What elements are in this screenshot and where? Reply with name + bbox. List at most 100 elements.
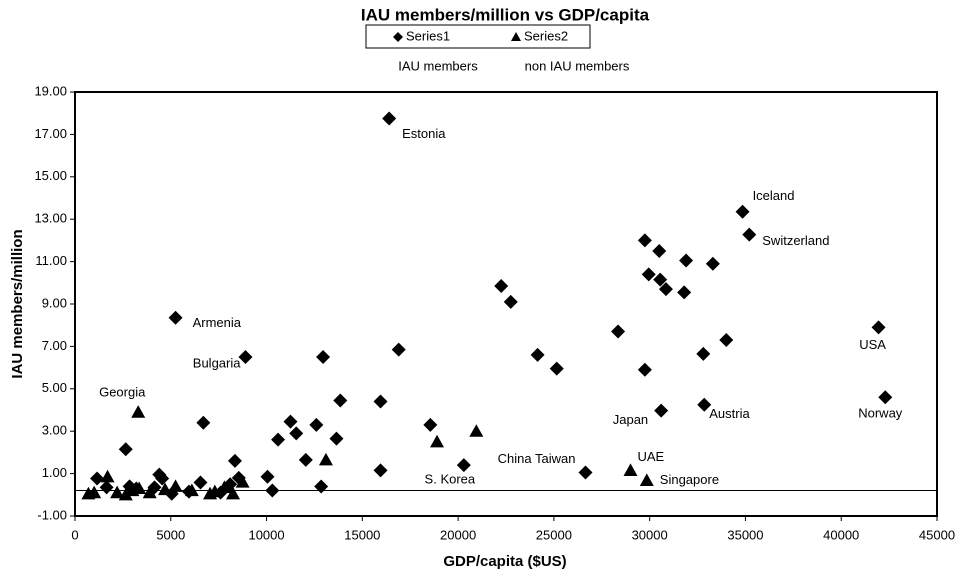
data-point	[578, 465, 593, 480]
data-point	[316, 350, 331, 364]
data-point	[118, 442, 133, 457]
data-point	[430, 434, 445, 448]
data-point	[679, 253, 694, 268]
legend-label: Series1	[406, 28, 450, 43]
y-tick-label: 15.00	[34, 168, 67, 183]
data-point	[696, 346, 711, 361]
data-point	[168, 310, 183, 325]
point-label: Austria	[709, 406, 750, 421]
y-tick-label: -1.00	[37, 507, 67, 522]
point-label: S. Korea	[425, 472, 476, 487]
y-tick-label: 3.00	[42, 423, 67, 438]
point-label: Switzerland	[762, 233, 829, 248]
point-label: USA	[859, 337, 886, 352]
data-point	[503, 294, 518, 309]
legend-note: non IAU members	[525, 58, 630, 73]
point-label: Norway	[858, 406, 903, 421]
point-label: China Taiwan	[498, 451, 576, 466]
data-point	[184, 483, 199, 497]
data-point	[639, 473, 654, 486]
data-point	[373, 463, 388, 478]
data-point	[637, 362, 652, 377]
data-point	[318, 452, 333, 466]
y-tick-label: 11.00	[35, 253, 67, 268]
y-tick-label: 17.00	[34, 126, 67, 141]
data-point	[705, 256, 720, 271]
data-point	[309, 417, 324, 432]
y-tick-label: 7.00	[42, 338, 67, 353]
data-point	[653, 272, 668, 287]
data-point	[100, 469, 115, 483]
data-point	[260, 469, 275, 484]
point-label: Iceland	[753, 188, 795, 203]
legend-marker	[511, 32, 521, 41]
legend-label: Series2	[524, 28, 568, 43]
point-label: Japan	[613, 412, 648, 427]
data-point	[168, 479, 183, 492]
legend-box	[365, 24, 591, 49]
point-label: Bulgaria	[193, 355, 241, 370]
data-point	[289, 426, 304, 441]
data-point	[658, 282, 673, 297]
data-point	[196, 415, 211, 430]
point-label: Armenia	[193, 315, 242, 330]
y-axis-label: IAU members/million	[9, 229, 26, 378]
data-point	[373, 394, 388, 409]
data-point	[423, 417, 438, 432]
data-point	[391, 342, 406, 357]
x-tick-label: 25000	[536, 527, 572, 542]
data-point	[654, 403, 669, 418]
data-point	[235, 475, 250, 488]
data-point	[329, 431, 344, 446]
data-point	[87, 485, 102, 499]
data-point	[99, 480, 114, 495]
data-point	[90, 471, 105, 486]
data-point	[878, 390, 893, 405]
data-point	[271, 432, 286, 447]
data-point	[623, 463, 638, 477]
data-point	[158, 482, 173, 496]
point-label: Singapore	[660, 472, 719, 487]
data-point	[333, 393, 348, 408]
data-point	[227, 453, 242, 468]
x-tick-label: 0	[71, 527, 78, 542]
data-point	[611, 324, 626, 339]
data-point	[719, 333, 734, 348]
data-point	[314, 479, 329, 494]
x-tick-label: 30000	[632, 527, 668, 542]
x-tick-label: 5000	[156, 527, 185, 542]
data-point	[118, 487, 133, 501]
data-point	[217, 480, 232, 493]
point-label: UAE	[638, 449, 665, 464]
y-tick-label: 9.00	[42, 295, 67, 310]
y-tick-label: 13.00	[34, 211, 67, 226]
point-label: Georgia	[99, 385, 146, 400]
x-tick-label: 15000	[344, 527, 380, 542]
x-tick-label: 35000	[727, 527, 763, 542]
data-point	[742, 227, 757, 242]
x-axis-label: GDP/capita ($US)	[443, 553, 566, 570]
data-point	[382, 111, 397, 126]
data-point	[735, 204, 750, 219]
data-point	[110, 485, 125, 499]
data-point	[238, 350, 253, 364]
data-point	[283, 414, 298, 429]
y-tick-label: 1.00	[42, 465, 67, 480]
point-label: Estonia	[402, 126, 446, 141]
data-point	[871, 320, 886, 335]
data-point	[677, 285, 692, 300]
data-point	[298, 452, 313, 467]
x-tick-label: 20000	[440, 527, 476, 542]
data-point	[152, 467, 167, 482]
data-point	[226, 486, 241, 500]
data-point	[132, 481, 147, 495]
y-tick-label: 19.00	[34, 83, 67, 98]
data-point	[530, 347, 545, 362]
data-point	[131, 405, 146, 418]
data-point	[456, 458, 471, 473]
legend-marker	[393, 32, 403, 42]
chart-title: IAU members/million vs GDP/capita	[361, 5, 650, 24]
data-point	[142, 485, 157, 499]
data-point	[549, 361, 564, 376]
